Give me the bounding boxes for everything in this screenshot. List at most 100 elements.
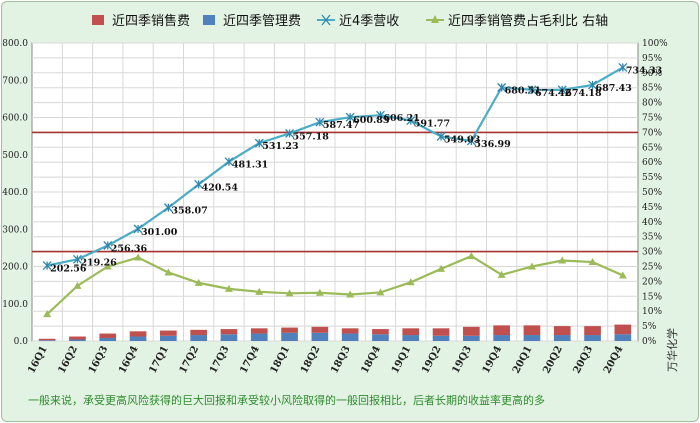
mgmt-cost-bar [129, 336, 147, 341]
y2-tick-label: 45% [642, 203, 662, 213]
ratio-point [164, 268, 173, 276]
ratio-point [194, 278, 203, 286]
y2-tick-label: 65% [642, 143, 662, 153]
legend-label: 近4季营收 [339, 14, 399, 29]
x-tick-label: 19Q2 [420, 344, 444, 375]
revenue-data-label: 256.36 [111, 244, 148, 255]
revenue-data-label: 202.56 [50, 264, 87, 275]
legend-label: 近四季管理费 [223, 14, 301, 29]
sales-cost-bar [220, 329, 238, 335]
revenue-point [618, 63, 628, 72]
x-tick-label: 20Q3 [572, 344, 596, 375]
sales-cost-bar [190, 329, 207, 336]
sales-cost-bar [523, 325, 541, 336]
x-tick-label: 17Q3 [208, 344, 232, 375]
y-tick-label: 0.0 [14, 337, 29, 347]
y-tick-label: 400.0 [2, 188, 28, 198]
legend-swatch [431, 15, 439, 23]
revenue-point [588, 80, 598, 90]
revenue-point [163, 203, 173, 213]
legend-swatch [203, 15, 215, 25]
y2-tick-label: 100% [642, 39, 668, 49]
mgmt-cost-bar [281, 332, 298, 341]
sales-cost-bar [250, 328, 268, 334]
x-tick-label: 20Q1 [511, 344, 535, 375]
sales-cost-bar [372, 329, 389, 335]
revenue-data-label: 600.83 [353, 115, 389, 126]
legend-swatch [92, 15, 104, 25]
x-tick-label: 19Q1 [390, 344, 414, 375]
sales-cost-bar [99, 333, 117, 339]
mgmt-cost-bar [493, 335, 510, 341]
sales-cost-bar [341, 328, 359, 334]
y2-tick-label: 70% [642, 128, 662, 138]
revenue-data-label: 606.21 [383, 113, 419, 124]
sales-cost-bar [493, 325, 510, 336]
ratio-point [43, 310, 52, 318]
mgmt-cost-bar [463, 335, 480, 341]
sales-cost-bar [553, 326, 571, 336]
mgmt-cost-bar [341, 333, 359, 341]
mgmt-cost-bar [523, 335, 541, 341]
x-tick-label: 20Q4 [602, 344, 626, 375]
revenue-point [103, 241, 113, 250]
revenue-point [194, 179, 204, 189]
y2-tick-label: 55% [642, 173, 662, 183]
ratio-point [224, 284, 233, 292]
revenue-data-label: 219.26 [80, 257, 117, 268]
y2-tick-label: 15% [642, 292, 662, 302]
y2-tick-label: 85% [642, 84, 662, 94]
mgmt-cost-bar [38, 340, 56, 341]
mgmt-cost-bar [432, 335, 450, 341]
ratio-point [134, 253, 143, 261]
ratio-point [406, 278, 415, 286]
ratio-point [103, 262, 112, 270]
sales-cost-bar [281, 327, 298, 333]
revenue-data-label: 420.54 [202, 182, 239, 193]
x-tick-label: 17Q1 [147, 344, 171, 375]
x-tick-label: 17Q4 [238, 344, 262, 375]
revenue-point [133, 224, 143, 234]
revenue-data-label: 358.07 [171, 206, 207, 217]
ratio-point [618, 271, 627, 279]
x-tick-label: 16Q2 [56, 344, 80, 375]
revenue-data-label: 531.23 [262, 141, 298, 152]
y-tick-label: 100.0 [2, 300, 28, 310]
revenue-data-label: 536.99 [474, 139, 511, 150]
revenue-data-label: 549.03 [444, 134, 480, 145]
sales-cost-bar [584, 326, 601, 336]
y2-tick-label: 75% [642, 114, 662, 124]
ratio-point [73, 281, 82, 289]
x-tick-label: 16Q1 [26, 344, 50, 375]
ratio-point [527, 262, 536, 270]
sales-cost-bar [614, 324, 632, 335]
mgmt-cost-bar [402, 335, 420, 341]
ratio-point [558, 256, 567, 264]
x-tick-label: 17Q2 [178, 344, 202, 375]
mgmt-cost-bar [311, 332, 329, 341]
revenue-point [224, 157, 234, 167]
revenue-data-label: 674.42 [535, 88, 571, 99]
y-tick-label: 600.0 [2, 114, 28, 124]
ratio-point [255, 287, 264, 295]
y2-tick-label: 20% [642, 277, 662, 287]
y2-tick-label: 25% [642, 263, 662, 273]
revenue-point [42, 261, 52, 271]
ratio-line [46, 254, 624, 315]
x-tick-label: 18Q3 [329, 344, 353, 375]
y2-tick-label: 90% [642, 69, 662, 79]
y-tick-label: 700.0 [2, 76, 28, 86]
y-tick-label: 300.0 [2, 225, 28, 235]
revenue-point [406, 116, 416, 126]
legend-label: 近四季销管费占毛利比 右轴 [448, 14, 608, 29]
ratio-point [437, 264, 446, 272]
mgmt-cost-bar [160, 335, 177, 341]
revenue-data-label: 301.00 [141, 227, 178, 238]
ratio-point [315, 288, 324, 296]
revenue-line [46, 66, 624, 267]
sales-cost-bar [463, 326, 480, 336]
revenue-point [375, 110, 385, 120]
y2-tick-label: 95% [642, 54, 662, 64]
revenue-point [285, 128, 295, 138]
x-tick-label: 16Q4 [117, 344, 141, 375]
